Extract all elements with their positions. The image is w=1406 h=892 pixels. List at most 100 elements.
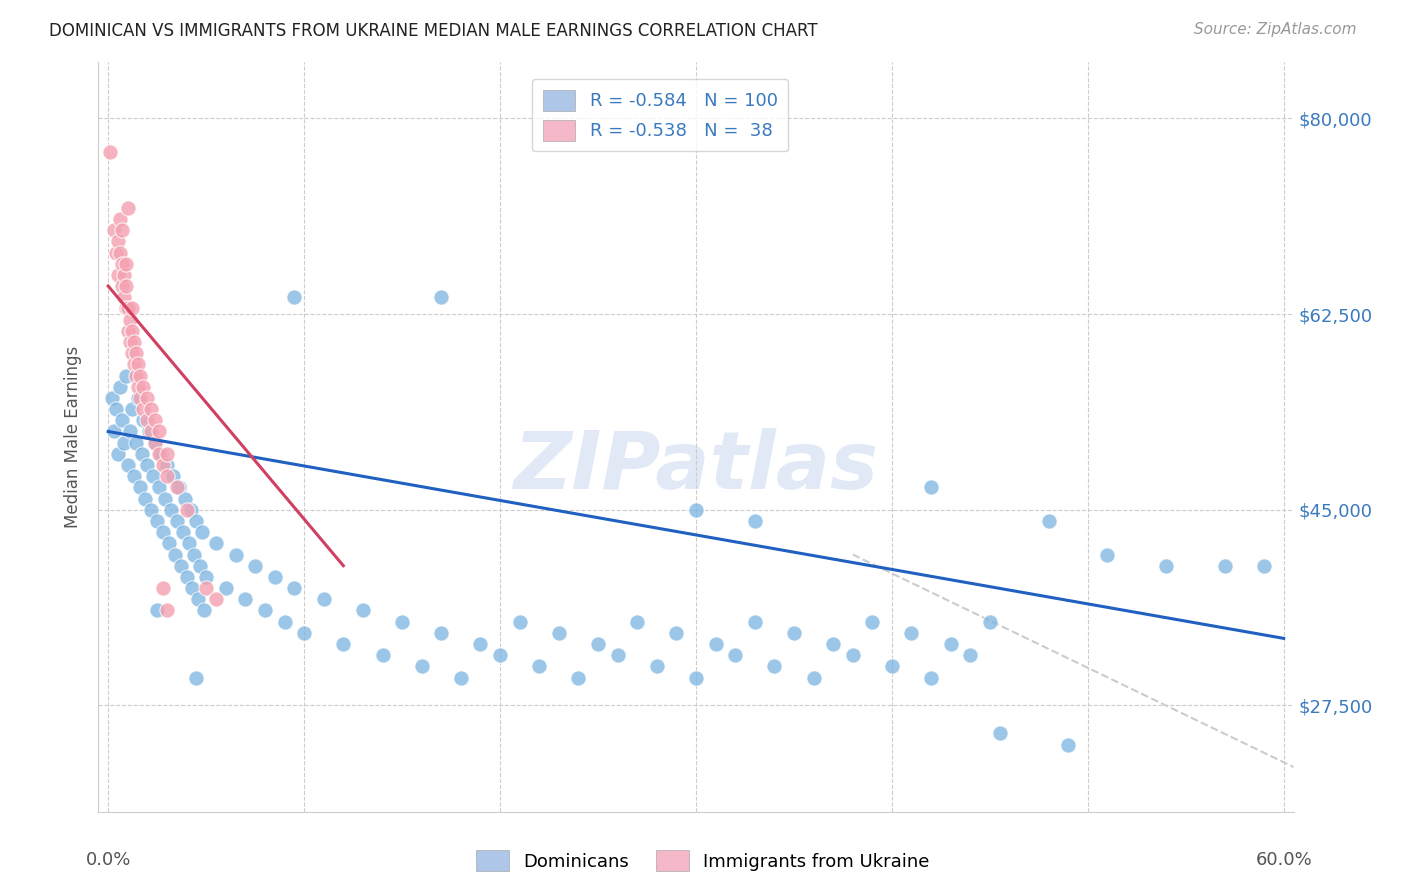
Point bbox=[107, 235, 129, 249]
Point bbox=[111, 413, 134, 427]
Point bbox=[148, 425, 170, 439]
Point bbox=[172, 525, 194, 540]
Point bbox=[215, 581, 238, 595]
Point bbox=[959, 648, 981, 662]
Point bbox=[162, 469, 184, 483]
Point bbox=[606, 648, 628, 662]
Point bbox=[152, 525, 174, 540]
Point bbox=[128, 368, 150, 383]
Point bbox=[704, 637, 727, 651]
Point bbox=[156, 469, 179, 483]
Point bbox=[803, 671, 825, 685]
Point bbox=[900, 625, 922, 640]
Point bbox=[1038, 514, 1060, 528]
Point bbox=[783, 625, 806, 640]
Y-axis label: Median Male Earnings: Median Male Earnings bbox=[65, 346, 83, 528]
Point bbox=[195, 570, 218, 584]
Point bbox=[235, 592, 257, 607]
Legend: Dominicans, Immigrants from Ukraine: Dominicans, Immigrants from Ukraine bbox=[470, 843, 936, 879]
Text: 0.0%: 0.0% bbox=[86, 851, 131, 869]
Point bbox=[225, 548, 247, 562]
Point bbox=[132, 402, 155, 417]
Text: 60.0%: 60.0% bbox=[1256, 851, 1312, 869]
Point bbox=[744, 514, 766, 528]
Point bbox=[115, 368, 138, 383]
Point bbox=[979, 615, 1001, 629]
Point bbox=[920, 480, 942, 494]
Point bbox=[665, 625, 688, 640]
Point bbox=[117, 458, 139, 472]
Point bbox=[122, 358, 145, 372]
Point bbox=[107, 268, 129, 282]
Point bbox=[195, 581, 218, 595]
Point bbox=[121, 346, 143, 360]
Point bbox=[108, 245, 131, 260]
Point bbox=[193, 603, 215, 617]
Point bbox=[179, 502, 201, 516]
Point bbox=[645, 659, 668, 673]
Point bbox=[121, 402, 143, 417]
Point bbox=[626, 615, 648, 629]
Point bbox=[156, 458, 179, 472]
Point bbox=[152, 581, 174, 595]
Point bbox=[124, 368, 146, 383]
Point bbox=[880, 659, 903, 673]
Point bbox=[156, 603, 179, 617]
Point bbox=[98, 145, 121, 159]
Point bbox=[166, 514, 188, 528]
Point bbox=[141, 502, 163, 516]
Point bbox=[332, 637, 354, 651]
Point bbox=[118, 334, 141, 349]
Point bbox=[430, 625, 453, 640]
Text: ZIPatlas: ZIPatlas bbox=[513, 428, 879, 506]
Point bbox=[823, 637, 845, 651]
Point bbox=[509, 615, 531, 629]
Point bbox=[115, 257, 138, 271]
Point bbox=[141, 425, 163, 439]
Point bbox=[167, 480, 190, 494]
Text: DOMINICAN VS IMMIGRANTS FROM UKRAINE MEDIAN MALE EARNINGS CORRELATION CHART: DOMINICAN VS IMMIGRANTS FROM UKRAINE MED… bbox=[49, 22, 818, 40]
Point bbox=[103, 223, 125, 237]
Point bbox=[112, 268, 135, 282]
Point bbox=[183, 548, 205, 562]
Point bbox=[117, 201, 139, 215]
Point bbox=[122, 469, 145, 483]
Point bbox=[156, 447, 179, 461]
Point bbox=[450, 671, 472, 685]
Point bbox=[124, 346, 146, 360]
Point bbox=[920, 671, 942, 685]
Point bbox=[352, 603, 374, 617]
Point bbox=[112, 435, 135, 450]
Point bbox=[205, 592, 228, 607]
Point bbox=[101, 391, 124, 405]
Point bbox=[103, 425, 125, 439]
Point bbox=[187, 592, 209, 607]
Point bbox=[567, 671, 589, 685]
Point bbox=[121, 301, 143, 316]
Point bbox=[170, 558, 193, 573]
Point bbox=[105, 402, 128, 417]
Point bbox=[143, 435, 166, 450]
Point bbox=[127, 380, 149, 394]
Point bbox=[191, 525, 214, 540]
Point bbox=[143, 435, 166, 450]
Legend: R = -0.584   N = 100, R = -0.538   N =  38: R = -0.584 N = 100, R = -0.538 N = 38 bbox=[531, 79, 789, 152]
Point bbox=[685, 502, 707, 516]
Point bbox=[112, 290, 135, 304]
Point bbox=[118, 312, 141, 326]
Point bbox=[127, 358, 149, 372]
Point bbox=[157, 536, 180, 550]
Point bbox=[283, 290, 305, 304]
Point bbox=[391, 615, 413, 629]
Point bbox=[128, 391, 150, 405]
Point bbox=[108, 212, 131, 227]
Point bbox=[122, 334, 145, 349]
Point bbox=[142, 469, 165, 483]
Point bbox=[430, 290, 453, 304]
Point bbox=[939, 637, 962, 651]
Point bbox=[163, 548, 186, 562]
Point bbox=[138, 425, 160, 439]
Point bbox=[186, 514, 208, 528]
Point bbox=[111, 279, 134, 293]
Point bbox=[263, 570, 285, 584]
